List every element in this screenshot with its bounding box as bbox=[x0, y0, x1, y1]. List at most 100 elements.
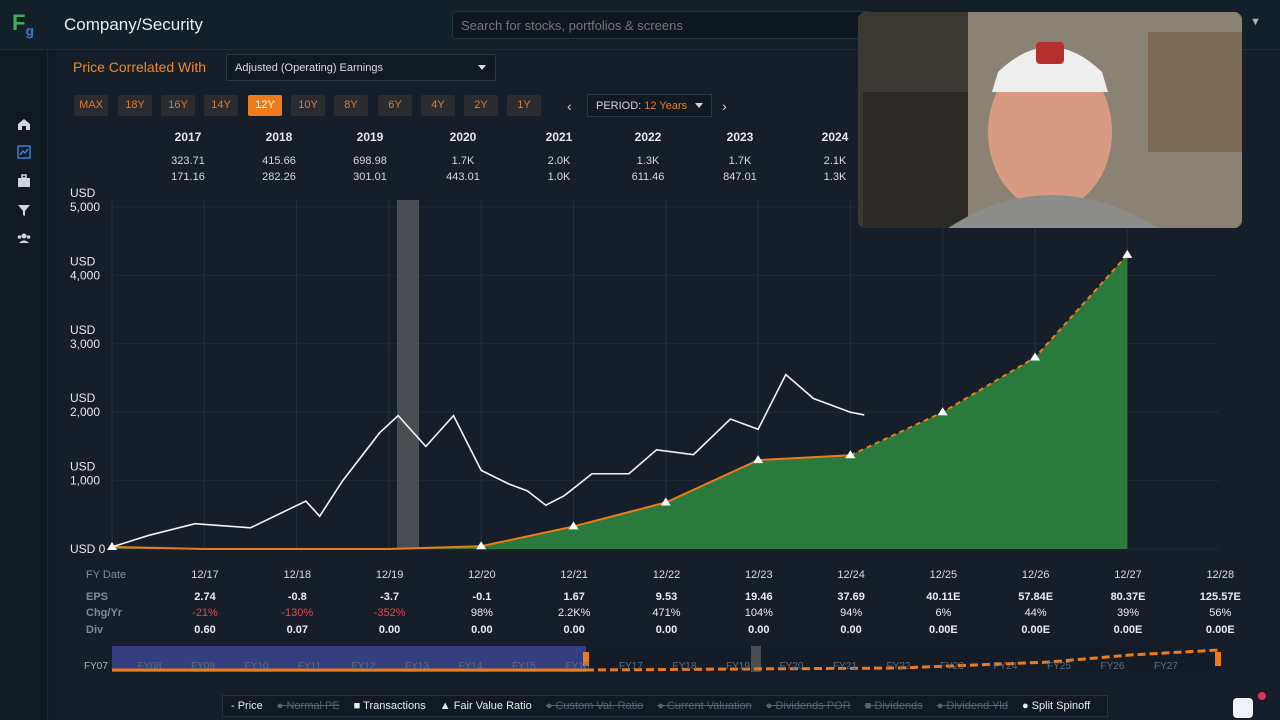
notification-dot bbox=[1258, 692, 1266, 700]
legend-item-fair-value-ratio[interactable]: ▲ Fair Value Ratio bbox=[439, 700, 532, 712]
navigator-label: FY15 bbox=[512, 661, 536, 672]
row-label: Div bbox=[86, 624, 104, 636]
range-button-4y[interactable]: 4Y bbox=[421, 95, 455, 116]
y-axis-label: 5,000 bbox=[70, 200, 100, 214]
table-cell-div: 0.00 bbox=[655, 624, 678, 636]
webcam-overlay bbox=[858, 12, 1242, 228]
table-cell-div: 0.00 bbox=[748, 624, 770, 636]
legend-item-dividend-yld[interactable]: ● Dividend Yld bbox=[936, 700, 1008, 712]
legend-item-custom-val-ratio[interactable]: ● Custom Val. Ratio bbox=[545, 700, 644, 712]
x-axis-label: 12/23 bbox=[745, 569, 773, 581]
range-button-16y[interactable]: 16Y bbox=[161, 95, 195, 116]
table-cell-chg: 94% bbox=[840, 607, 863, 619]
chart-icon[interactable] bbox=[16, 144, 32, 160]
x-axis-label: 12/28 bbox=[1206, 569, 1235, 581]
summary-year: 2022 bbox=[634, 130, 662, 144]
table-cell-div: 0.00 bbox=[563, 624, 585, 636]
x-axis-label: 12/27 bbox=[1114, 569, 1142, 581]
table-cell-eps: 1.67 bbox=[563, 591, 585, 603]
users-icon[interactable] bbox=[16, 230, 32, 246]
navigator-label: FY11 bbox=[298, 661, 322, 672]
briefcase-icon[interactable] bbox=[16, 173, 32, 189]
summary-value-low: 847.01 bbox=[723, 171, 757, 183]
year-summary-col: 2018 415.66 282.26 bbox=[244, 130, 314, 183]
table-cell-eps: 40.11E bbox=[926, 591, 961, 603]
table-cell-eps: 19.46 bbox=[745, 591, 773, 603]
table-cell-chg: 39% bbox=[1116, 607, 1140, 619]
range-button-14y[interactable]: 14Y bbox=[204, 95, 238, 116]
filter-icon[interactable] bbox=[16, 202, 32, 218]
home-icon[interactable] bbox=[16, 116, 32, 132]
legend-item-price[interactable]: - Price bbox=[231, 700, 263, 712]
chevron-down-icon[interactable]: ▼ bbox=[1250, 16, 1261, 28]
summary-value-low: 282.26 bbox=[262, 171, 296, 183]
table-cell-eps: -3.7 bbox=[380, 591, 400, 603]
range-button-10y[interactable]: 10Y bbox=[291, 95, 325, 116]
chevron-left-icon[interactable]: ‹ bbox=[567, 98, 572, 114]
legend-item-dividends-por[interactable]: ● Dividends POR bbox=[765, 700, 851, 712]
summary-year: 2018 bbox=[265, 130, 293, 144]
row-label: EPS bbox=[86, 591, 109, 603]
summary-value-low: 1.3K bbox=[823, 171, 847, 183]
range-button-2y[interactable]: 2Y bbox=[464, 95, 498, 116]
range-button-12y[interactable]: 12Y bbox=[248, 95, 282, 116]
x-axis-label: 12/17 bbox=[191, 569, 219, 581]
search-input[interactable] bbox=[452, 11, 872, 39]
row-label: Chg/Yr bbox=[86, 607, 123, 619]
navigator-label: FY16 bbox=[566, 661, 590, 672]
legend-item-split-spinoff[interactable]: ● Split Spinoff bbox=[1021, 700, 1091, 712]
table-cell-eps: 2.74 bbox=[194, 591, 216, 603]
navigator-label: FY23 bbox=[940, 661, 964, 672]
table-cell-chg: -130% bbox=[281, 607, 314, 619]
fair-value-area bbox=[112, 254, 1128, 549]
table-cell-div: 0.00E bbox=[1113, 624, 1143, 636]
table-cell-div: 0.00E bbox=[1205, 624, 1235, 636]
chevron-right-icon[interactable]: › bbox=[722, 98, 727, 114]
range-button-1y[interactable]: 1Y bbox=[507, 95, 541, 116]
range-button-6y[interactable]: 6Y bbox=[378, 95, 412, 116]
navigator-label: FY20 bbox=[780, 661, 804, 672]
fair-value-estimate-line bbox=[849, 254, 1129, 457]
correlated-with-select[interactable]: Adjusted (Operating) Earnings bbox=[226, 54, 496, 81]
range-button-18y[interactable]: 18Y bbox=[118, 95, 152, 116]
table-cell-div: 0.00 bbox=[840, 624, 862, 636]
summary-year: 2021 bbox=[545, 130, 573, 144]
fair-value-marker bbox=[753, 455, 764, 464]
legend-item-transactions[interactable]: ■ Transactions bbox=[353, 700, 426, 712]
y-axis-label: 4,000 bbox=[70, 268, 100, 282]
fair-value-marker bbox=[1122, 249, 1133, 258]
table-cell-eps: -0.1 bbox=[472, 591, 492, 603]
table-cell-chg: 56% bbox=[1209, 607, 1232, 619]
navigator-label: FY24 bbox=[994, 661, 1018, 672]
summary-value-high: 1.7K bbox=[451, 155, 475, 167]
range-button-8y[interactable]: 8Y bbox=[334, 95, 368, 116]
year-summary-col: 2023 1.7K 847.01 bbox=[705, 130, 775, 183]
correlated-value: Adjusted (Operating) Earnings bbox=[235, 62, 383, 74]
legend-item-current-valuation[interactable]: ● Current Valuation bbox=[657, 700, 752, 712]
year-summary-col: 2022 1.3K 611.46 bbox=[613, 130, 683, 183]
chat-icon[interactable] bbox=[1233, 698, 1253, 718]
y-axis-label: USD bbox=[70, 254, 96, 268]
summary-value-low: 1.0K bbox=[547, 171, 571, 183]
range-button-max[interactable]: MAX bbox=[74, 95, 108, 116]
year-summary-col: 2021 2.0K 1.0K bbox=[524, 130, 594, 183]
period-select[interactable]: PERIOD: 12 Years bbox=[587, 94, 712, 117]
navigator-label: FY08 bbox=[138, 661, 162, 672]
navigator-label: FY25 bbox=[1047, 661, 1071, 672]
legend-item-normal-pe[interactable]: ● Normal PE bbox=[276, 700, 340, 712]
table-cell-div: 0.60 bbox=[194, 624, 216, 636]
navigator-label: FY17 bbox=[619, 661, 643, 672]
navigator-label: FY14 bbox=[459, 661, 483, 672]
x-axis-label: 12/25 bbox=[929, 569, 958, 581]
table-cell-chg: -352% bbox=[373, 607, 406, 619]
y-axis-label: 1,000 bbox=[70, 474, 100, 488]
estimate-region bbox=[957, 200, 1219, 549]
legend-item-dividends[interactable]: ■ Dividends bbox=[864, 700, 923, 712]
x-axis-label: 12/20 bbox=[468, 569, 496, 581]
table-cell-chg: 104% bbox=[744, 607, 773, 619]
navigator-fair-value bbox=[585, 648, 1220, 672]
summary-year: 2023 bbox=[726, 130, 754, 144]
app-logo[interactable]: Fg bbox=[12, 10, 35, 39]
navigator-label: FY26 bbox=[1101, 661, 1125, 672]
